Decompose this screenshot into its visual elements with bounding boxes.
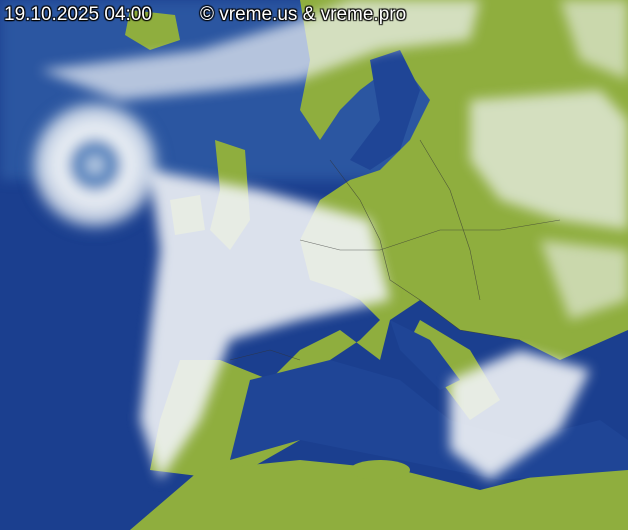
country-borders — [229, 139, 561, 361]
clouds — [25, 0, 628, 480]
copyright-label: © vreme.us & vreme.pro — [200, 4, 407, 25]
timestamp-label: 19.10.2025 04:00 — [4, 4, 152, 25]
